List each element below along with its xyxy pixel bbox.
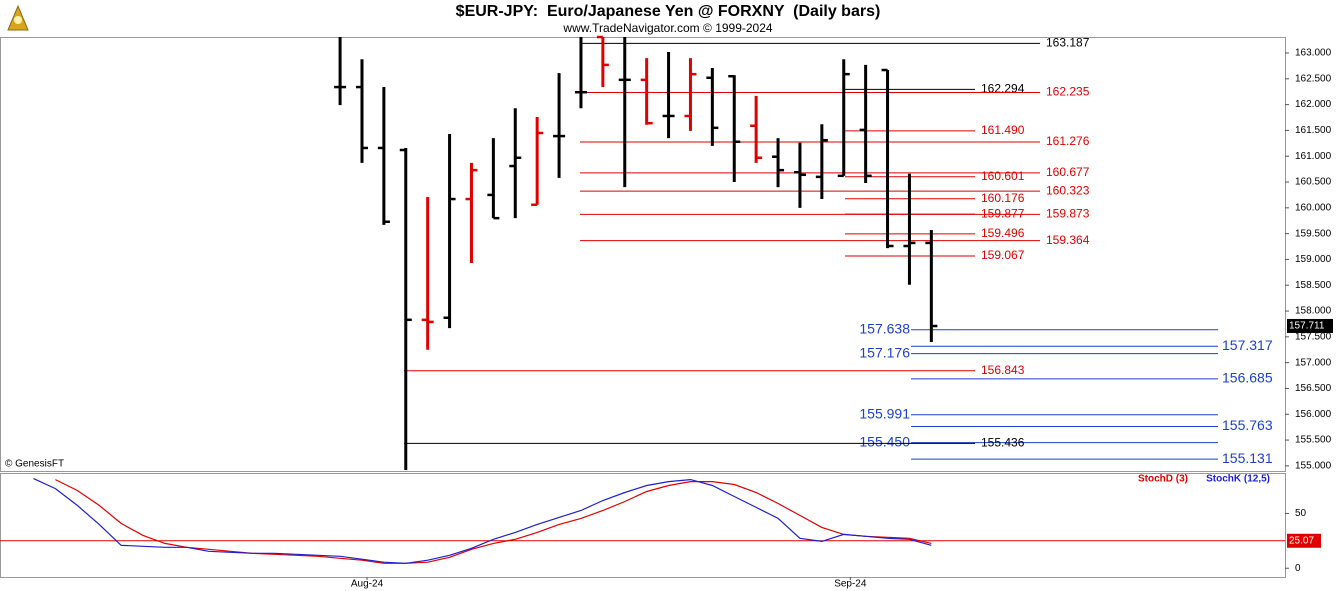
reference-label: 25.07: [1289, 535, 1314, 546]
level-label: 159.364: [1046, 233, 1090, 247]
level-label: 155.991: [859, 405, 910, 421]
y-tick-label: 160.500: [1295, 177, 1332, 188]
last-price-label: 157.711: [1289, 321, 1325, 332]
chart-subtitle: www.TradeNavigator.com © 1999-2024: [562, 21, 772, 35]
level-label: 155.763: [1222, 417, 1273, 433]
stoch-line: [55, 479, 932, 564]
y-tick-label: 159.000: [1295, 254, 1332, 265]
y-tick-label: 0: [1295, 563, 1301, 574]
legend-entry: StochK (12,5): [1206, 474, 1270, 485]
level-label: 159.067: [981, 248, 1025, 262]
level-label: 155.450: [859, 433, 910, 449]
x-tick-label: Aug-24: [351, 579, 384, 590]
level-label: 156.685: [1222, 370, 1273, 386]
y-tick-label: 156.500: [1295, 383, 1332, 394]
level-label: 156.843: [981, 363, 1025, 377]
y-tick-label: 158.000: [1295, 306, 1332, 317]
reference-box: [1287, 533, 1321, 548]
stoch-panel: [0, 473, 1286, 578]
y-tick-label: 162.000: [1295, 99, 1332, 110]
level-label: 160.677: [1046, 165, 1090, 179]
level-label: 163.187: [1046, 36, 1090, 50]
y-tick-label: 158.500: [1295, 280, 1332, 291]
level-label: 161.276: [1046, 134, 1090, 148]
level-label: 157.638: [859, 320, 910, 336]
level-label: 159.496: [981, 226, 1025, 240]
level-label: 157.317: [1222, 337, 1273, 353]
stoch-line: [33, 478, 932, 564]
price-panel: [0, 37, 1286, 472]
x-tick-label: Sep-24: [834, 579, 867, 590]
level-label: 160.323: [1046, 183, 1090, 197]
chart-title: $EUR-JPY: Euro/Japanese Yen @ FORXNY (Da…: [456, 3, 881, 20]
y-tick-label: 155.500: [1295, 435, 1332, 446]
level-label: 160.176: [981, 191, 1025, 205]
level-label: 157.176: [859, 344, 910, 360]
level-label: 155.436: [981, 436, 1025, 450]
y-tick-label: 155.000: [1295, 461, 1332, 472]
y-tick-label: 163.000: [1295, 48, 1332, 59]
y-tick-label: 159.500: [1295, 228, 1332, 239]
y-tick-label: 157.000: [1295, 357, 1332, 368]
y-tick-label: 162.500: [1295, 73, 1332, 84]
legend-entry: StochD (3): [1138, 474, 1188, 485]
level-label: 159.877: [981, 206, 1025, 220]
level-label: 160.601: [981, 169, 1025, 183]
level-label: 159.873: [1046, 207, 1090, 221]
y-tick-label: 161.500: [1295, 125, 1332, 136]
y-tick-label: 157.500: [1295, 331, 1332, 342]
y-tick-label: 161.000: [1295, 151, 1332, 162]
level-label: 155.131: [1222, 450, 1273, 466]
level-label: 162.235: [1046, 85, 1090, 99]
y-tick-label: 156.000: [1295, 409, 1332, 420]
last-price-box: [1287, 318, 1333, 333]
level-label: 161.490: [981, 123, 1025, 137]
annotation: © GenesisFT: [5, 459, 64, 470]
y-tick-label: 160.000: [1295, 202, 1332, 213]
y-tick-label: 50: [1295, 508, 1307, 519]
logo: [7, 4, 29, 31]
level-label: 162.294: [981, 82, 1025, 96]
